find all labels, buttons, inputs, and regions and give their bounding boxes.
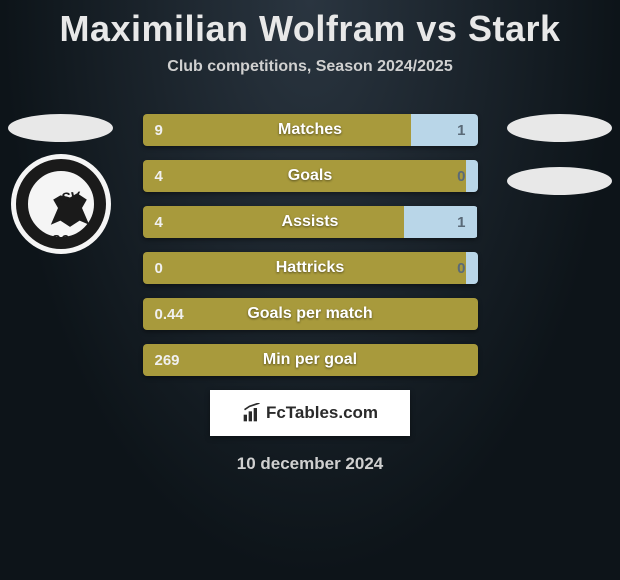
stat-row-goals: 40Goals (143, 160, 478, 192)
stat-left-value: 4 (143, 206, 404, 238)
crest-letters: SV (61, 188, 81, 206)
stat-row-min-per-goal: 269Min per goal (143, 344, 478, 376)
left-player-column: SV 1860 (8, 114, 113, 254)
chart-icon (242, 403, 262, 423)
stat-right-value: 0 (466, 252, 478, 284)
crest-year: 1860 (11, 232, 111, 249)
stat-right-value: 1 (404, 206, 478, 238)
stat-right-value: 1 (411, 114, 478, 146)
date-label: 10 december 2024 (0, 454, 620, 474)
branding-box[interactable]: FcTables.com (210, 390, 410, 436)
stat-left-value: 9 (143, 114, 411, 146)
right-player-badge-1 (507, 114, 612, 142)
stat-left-value: 269 (143, 344, 478, 376)
stat-row-matches: 91Matches (143, 114, 478, 146)
stat-bars: 91Matches 40Goals 41Assists 00Hattricks 0.44… (143, 114, 478, 376)
right-player-badge-2 (507, 167, 612, 195)
stat-right-value: 0 (466, 160, 478, 192)
page-title: Maximilian Wolfram vs Stark (0, 0, 620, 50)
branding-text: FcTables.com (266, 403, 378, 423)
right-player-column (507, 114, 612, 207)
left-player-badge (8, 114, 113, 142)
stat-left-value: 0 (143, 252, 466, 284)
club-crest-1860: SV 1860 (11, 154, 111, 254)
stat-row-goals-per-match: 0.44Goals per match (143, 298, 478, 330)
stat-row-hattricks: 00Hattricks (143, 252, 478, 284)
page-subtitle: Club competitions, Season 2024/2025 (0, 58, 620, 76)
stat-left-value: 0.44 (143, 298, 478, 330)
comparison-content: SV 1860 91Matches 40Goals 41Assists 00Hattr… (0, 114, 620, 376)
stat-left-value: 4 (143, 160, 466, 192)
stat-row-assists: 41Assists (143, 206, 478, 238)
fctables-logo: FcTables.com (242, 403, 378, 423)
